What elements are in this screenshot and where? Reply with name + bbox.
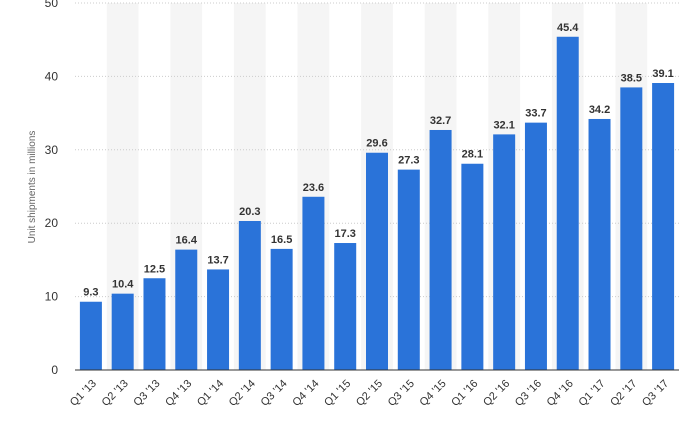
data-label: 38.5 [621,72,642,84]
data-label: 20.3 [239,206,260,218]
x-tick-label: Q1 '16 [449,378,480,409]
x-tick-label: Q2 '15 [354,378,385,409]
y-tick-label: 20 [45,216,59,230]
bar [238,220,261,370]
y-tick-label: 30 [45,143,59,157]
x-tick-label: Q3 '14 [259,378,290,409]
bar [588,118,611,370]
x-tick-label: Q1 '13 [68,378,99,409]
value-labels: 9.3 10.4 12.5 16.4 13.7 20.3 16.5 23.6 17.3 29.6 2… [83,22,674,299]
data-label: 13.7 [207,254,228,266]
data-label: 9.3 [83,287,98,299]
bar [143,278,166,370]
x-tick-label: Q2 '14 [227,378,258,409]
bar [461,163,484,370]
data-label: 34.2 [589,104,610,116]
x-tick-label: Q1 '14 [195,378,226,409]
x-tick-label: Q4 '16 [545,378,576,409]
bar [334,243,357,370]
x-tick-label: Q2 '17 [608,378,639,409]
y-axis-ticks: 0 10 20 30 40 50 [45,0,59,377]
bar [620,87,643,370]
x-tick-label: Q2 '13 [100,378,131,409]
data-label: 27.3 [398,155,419,167]
data-label: 12.5 [144,263,165,275]
x-tick-label: Q3 '16 [513,378,544,409]
data-label: 32.1 [493,119,514,131]
y-tick-label: 0 [51,363,58,377]
data-label: 23.6 [303,182,324,194]
data-label: 29.6 [366,138,387,150]
data-label: 45.4 [557,22,579,34]
bar [493,134,516,370]
x-tick-label: Q1 '17 [576,378,607,409]
data-label: 10.4 [112,279,134,291]
bar [429,129,452,370]
data-label: 32.7 [430,115,451,127]
bar [302,196,325,370]
bar [524,122,547,370]
x-tick-label: Q3 '17 [640,378,671,409]
data-label: 28.1 [462,149,483,161]
bar [79,301,102,370]
x-tick-label: Q3 '15 [386,378,417,409]
bar [111,293,134,370]
bar [556,36,579,370]
data-label: 33.7 [525,108,546,120]
bar [270,248,293,370]
x-tick-label: Q2 '16 [481,378,512,409]
x-tick-label: Q4 '14 [290,378,321,409]
data-label: 16.5 [271,234,292,246]
x-axis-ticks: Q1 '13 Q2 '13 Q3 '13 Q4 '13 Q1 '14 Q2 '14 Q3 '… [68,378,671,409]
bars [79,36,675,371]
bar [652,83,675,371]
x-tick-label: Q3 '13 [131,378,162,409]
x-tick-label: Q4 '15 [418,378,449,409]
data-label: 39.1 [652,68,673,80]
bar [397,169,420,370]
y-tick-label: 40 [45,69,59,83]
y-tick-label: 50 [45,0,59,10]
bar [207,269,230,370]
x-tick-label: Q4 '13 [163,378,194,409]
x-tick-label: Q1 '15 [322,378,353,409]
y-tick-label: 10 [45,290,59,304]
data-label: 17.3 [334,228,355,240]
y-axis-title: Unit shipments in millions [27,131,38,244]
bar [175,249,198,370]
data-label: 16.4 [176,235,198,247]
bar [366,152,388,370]
